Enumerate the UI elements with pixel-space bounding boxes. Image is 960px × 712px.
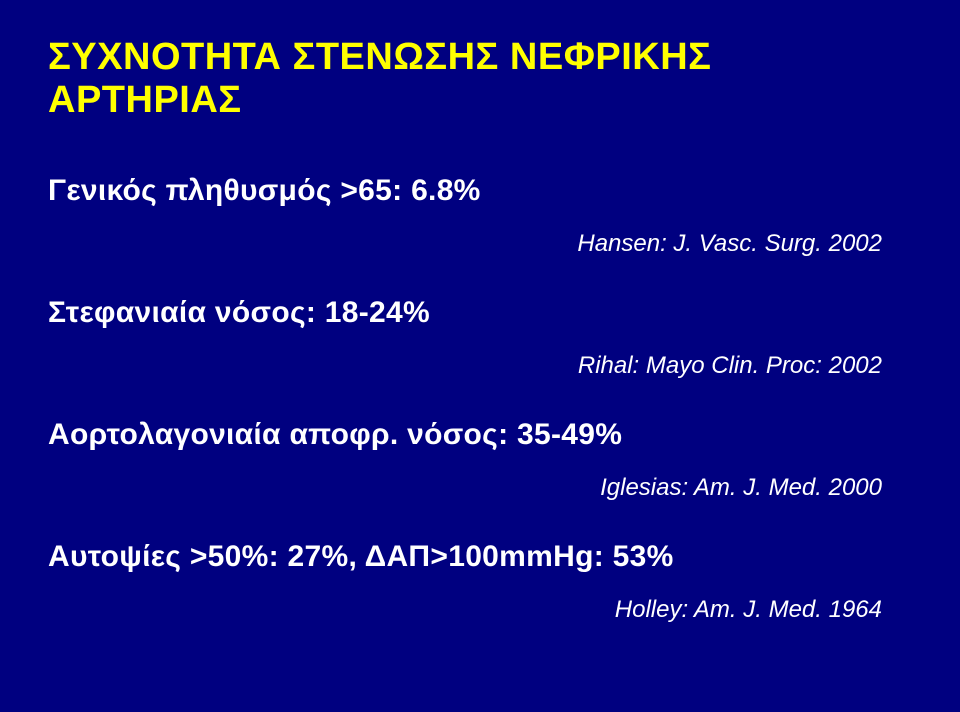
- citation-iglesias: Iglesias: Am. J. Med. 2000: [48, 474, 912, 502]
- stat-line-general-population: Γενικός πληθυσμός >65: 6.8%: [48, 174, 912, 208]
- stat-line-aortoiliac-disease: Αορτολαγονιαία αποφρ. νόσος: 35-49%: [48, 418, 912, 452]
- citation-hansen: Hansen: J. Vasc. Surg. 2002: [48, 230, 912, 258]
- citation-holley: Holley: Am. J. Med. 1964: [48, 596, 912, 624]
- citation-rihal: Rihal: Mayo Clin. Proc: 2002: [48, 352, 912, 380]
- slide-title: ΣΥΧΝΟΤΗΤΑ ΣΤΕΝΩΣΗΣ ΝΕΦΡΙΚΗΣ ΑΡΤΗΡΙΑΣ: [48, 36, 912, 122]
- stat-line-coronary-disease: Στεφανιαία νόσος: 18-24%: [48, 296, 912, 330]
- stat-line-autopsies: Αυτοψίες >50%: 27%, ΔΑΠ>100mmHg: 53%: [48, 540, 912, 574]
